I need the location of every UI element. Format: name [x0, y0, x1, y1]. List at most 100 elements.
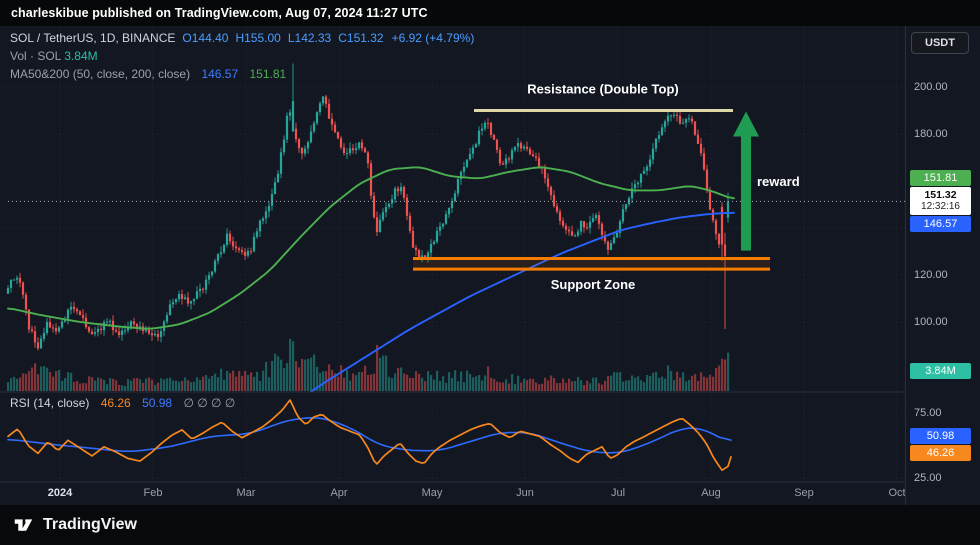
resistance-label[interactable]: Resistance (Double Top): [527, 82, 678, 97]
candle-body: [723, 244, 727, 257]
volume-bar: [310, 357, 313, 391]
volume-bar: [721, 358, 724, 391]
volume-bar: [709, 374, 712, 391]
volume-legend[interactable]: Vol · SOL 3.84M: [10, 49, 98, 63]
candle-body: [465, 159, 469, 167]
candle-body: [708, 190, 712, 210]
volume-bar: [406, 374, 409, 391]
candle-body: [429, 244, 433, 253]
volume-bar: [133, 378, 136, 391]
volume-bar: [412, 377, 415, 391]
volume-bar: [163, 379, 166, 391]
candle-body: [324, 96, 328, 104]
candle-body: [288, 112, 292, 116]
volume-bar: [691, 375, 694, 391]
candle-body: [594, 215, 598, 219]
volume-bar: [361, 372, 364, 391]
drawing-annotations[interactable]: Resistance (Double Top) Support Zone rewar…: [413, 82, 800, 293]
volume-bar: [658, 377, 661, 391]
volume-bar: [481, 380, 484, 391]
ma-label: MA50&200 (50, close, 200, close): [10, 67, 191, 81]
volume-bar: [25, 373, 28, 391]
volume-bar: [301, 358, 304, 391]
support-label[interactable]: Support Zone: [551, 277, 636, 292]
candle-body: [330, 118, 334, 125]
candle-body: [411, 230, 415, 248]
volume-bar: [526, 380, 529, 391]
volume-bar: [388, 376, 391, 391]
volume-bar: [586, 380, 589, 391]
currency-toggle-button[interactable]: USDT: [911, 32, 969, 54]
symbol-legend[interactable]: SOL / TetherUS, 1D, BINANCE O144.40 H155.0…: [10, 31, 474, 45]
candle-body: [453, 193, 457, 202]
candle-body: [198, 288, 202, 292]
volume-bar: [265, 361, 268, 391]
candle-body: [714, 220, 718, 234]
volume-bar: [166, 378, 169, 391]
volume-bar: [562, 378, 565, 391]
volume-bar: [622, 381, 625, 391]
candle-body: [486, 122, 490, 124]
candle-body: [501, 163, 505, 165]
pane-separators: [0, 391, 905, 483]
candle-body: [168, 304, 172, 316]
candle-body: [309, 131, 313, 143]
volume-bar: [85, 383, 88, 391]
candle-body: [27, 309, 31, 330]
volume-bar: [727, 352, 730, 391]
tradingview-brand[interactable]: TradingView: [43, 516, 137, 533]
reward-arrow-head[interactable]: [733, 111, 759, 137]
price-axis[interactable]: USDT 200.00 180.00 120.00 100.00 75.00 25.00 1…: [905, 26, 980, 505]
tradingview-logo-icon[interactable]: [13, 515, 34, 536]
volume-bar: [7, 382, 10, 391]
volume-bar: [211, 375, 214, 391]
volume-bar: [511, 374, 514, 391]
volume-bar: [442, 376, 445, 391]
volume-bar: [220, 368, 223, 391]
time-axis[interactable]: 2024 Feb Mar Apr May Jun Jul Aug Sep Oct: [0, 482, 905, 505]
candle-body: [270, 194, 274, 206]
volume-bar: [583, 384, 586, 391]
volume-bar: [613, 371, 616, 391]
ohlc-low: L142.33: [287, 31, 332, 45]
volume-bar: [634, 377, 637, 391]
moving-average-lines: [7, 166, 735, 392]
candle-body: [423, 255, 427, 259]
candle-body: [42, 332, 46, 339]
chart-canvas[interactable]: Resistance (Double Top) Support Zone rewar…: [0, 26, 905, 505]
volume-bar: [565, 382, 568, 391]
volume-bar: [10, 378, 13, 391]
rsi-value: 46.26: [100, 396, 131, 410]
volume-bar: [469, 373, 472, 391]
volume-bar: [379, 357, 382, 391]
volume-bar: [616, 372, 619, 391]
time-axis-label: May: [421, 487, 443, 499]
candle-body: [645, 166, 649, 171]
volume-bar: [40, 366, 43, 391]
volume-bar: [355, 375, 358, 391]
volume-bar: [499, 382, 502, 391]
candle-body: [399, 186, 403, 192]
candle-body: [675, 114, 679, 116]
candle-body: [405, 197, 409, 216]
volume-bar: [604, 380, 607, 391]
candlesticks: [6, 63, 730, 351]
candle-body: [342, 147, 346, 154]
reward-label[interactable]: reward: [757, 174, 800, 189]
candle-body: [588, 221, 592, 228]
reward-arrow-shaft[interactable]: [741, 134, 751, 251]
candle-body: [273, 182, 277, 195]
volume-bar: [382, 355, 385, 391]
ma-legend[interactable]: MA50&200 (50, close, 200, close) 146.57 …: [10, 67, 286, 81]
volume-bar: [55, 371, 58, 391]
rsi-legend[interactable]: RSI (14, close) 46.26 50.98 ∅ ∅ ∅ ∅: [10, 396, 235, 410]
candle-body: [96, 328, 100, 333]
volume-bar: [271, 360, 274, 391]
candle-body: [57, 327, 61, 332]
volume-bar: [505, 379, 508, 391]
candle-body: [360, 142, 364, 149]
volume-bar: [52, 376, 55, 391]
candle-body: [597, 215, 601, 224]
volume-bar: [109, 377, 112, 391]
candle-body: [498, 149, 502, 164]
